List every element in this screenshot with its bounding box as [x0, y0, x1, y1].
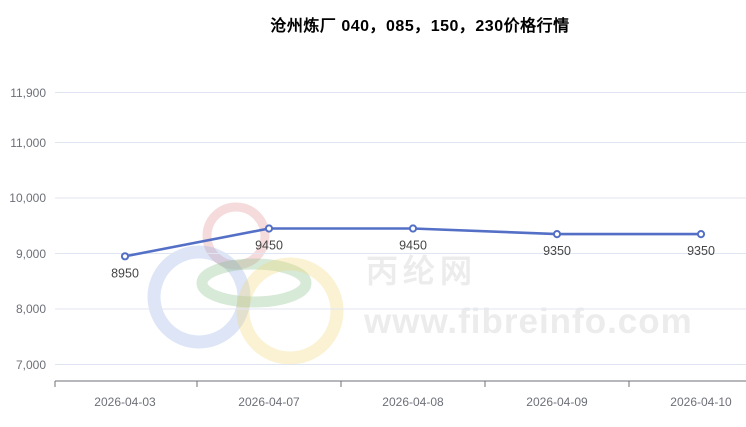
data-point-label: 8950	[111, 266, 139, 280]
x-axis-label: 2026-04-07	[238, 395, 300, 409]
data-point-label: 9350	[687, 244, 715, 258]
x-axis-label: 2026-04-03	[94, 395, 156, 409]
data-point-label: 9450	[399, 239, 427, 253]
data-point	[696, 230, 706, 239]
x-axis-label: 2026-04-09	[526, 395, 588, 409]
y-axis-label: 9,000	[15, 246, 46, 261]
data-point	[408, 224, 418, 233]
y-axis-label: 11,000	[10, 135, 46, 150]
chart-title: 沧州炼厂 040，085，150，230价格行情	[270, 18, 570, 35]
x-axis-label: 2026-04-08	[382, 395, 444, 409]
y-axis-label: 10,000	[9, 191, 46, 205]
y-axis-label: 7,000	[15, 357, 46, 372]
data-point	[264, 224, 274, 233]
x-axis-label: 2026-04-10	[670, 395, 732, 409]
data-point-label: 9350	[543, 244, 571, 258]
y-axis-label: 8,000	[15, 302, 46, 316]
data-point	[120, 252, 130, 261]
data-point-label: 9450	[255, 239, 283, 253]
y-axis-label: 11,900	[10, 85, 46, 100]
data-point	[552, 230, 562, 239]
